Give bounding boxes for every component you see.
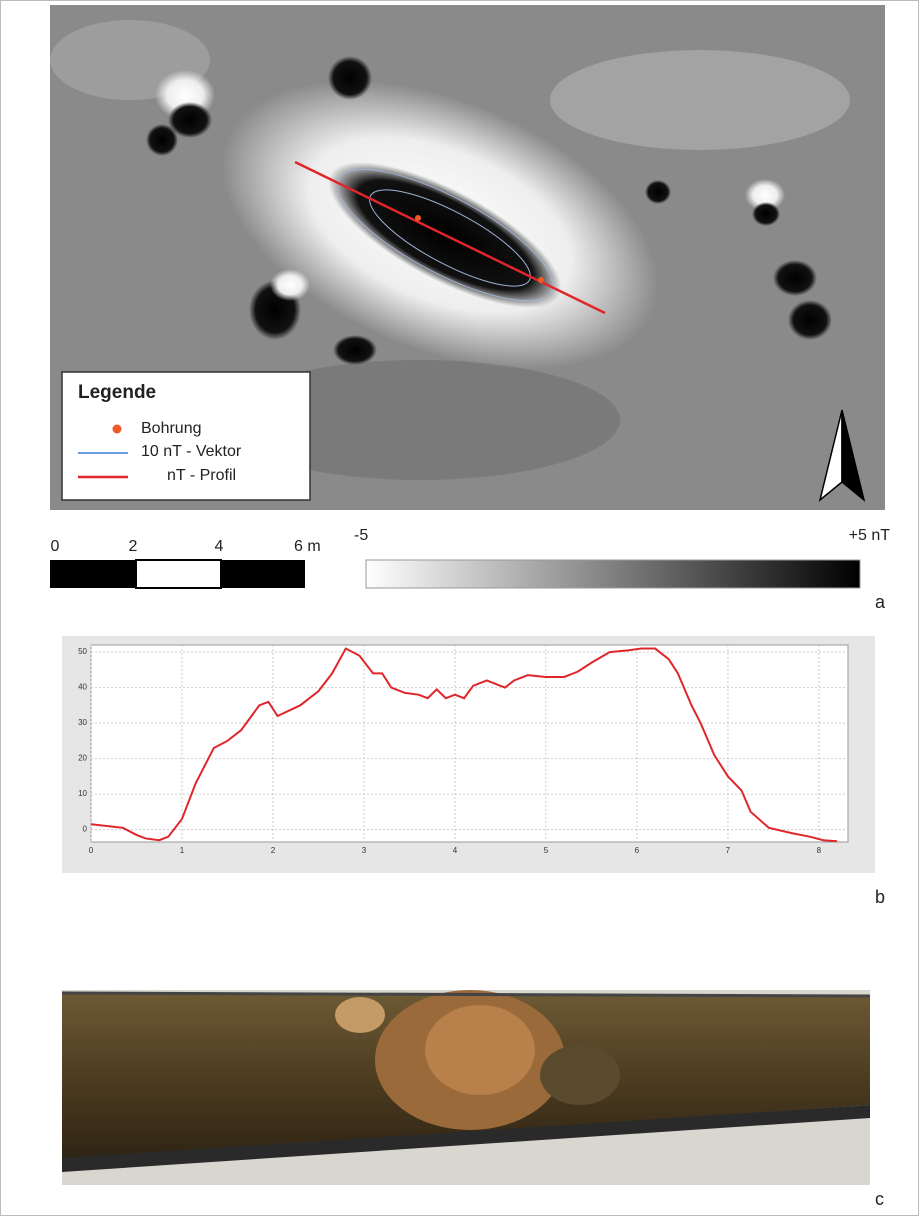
- color-scale-max: +5 nT: [849, 527, 891, 544]
- figure: Legende Bohrung 10 nT - Vektor nT - Prof…: [0, 0, 919, 1216]
- x-tick-label: 1: [180, 846, 185, 855]
- core-photo: [62, 990, 870, 1185]
- y-tick-label: 10: [78, 789, 87, 798]
- legend-item: 10 nT - Vektor: [141, 443, 242, 460]
- scale-label: 6 m: [294, 538, 321, 555]
- panel-label: c: [875, 1189, 884, 1209]
- legend-item: nT - Profil: [167, 467, 236, 484]
- x-tick-label: 5: [544, 846, 549, 855]
- x-tick-label: 7: [726, 846, 731, 855]
- y-tick-label: 40: [78, 683, 87, 692]
- legend-title: Legende: [78, 382, 156, 403]
- y-tick-label: 0: [83, 825, 88, 834]
- y-tick-label: 50: [78, 647, 87, 656]
- x-tick-label: 3: [362, 846, 367, 855]
- x-tick-label: 6: [635, 846, 640, 855]
- legend: Legende Bohrung 10 nT - Vektor nT - Prof…: [62, 372, 310, 500]
- page: { "legend": {"title": "Legende", "items"…: [0, 0, 919, 1216]
- scale-label: 2: [129, 538, 138, 555]
- panel-label: b: [875, 887, 885, 907]
- plot-area: [91, 645, 848, 842]
- y-tick-label: 20: [78, 754, 87, 763]
- color-scale-min: -5: [354, 527, 368, 544]
- x-tick-label: 4: [453, 846, 458, 855]
- x-tick-label: 8: [817, 846, 822, 855]
- panel-label: a: [875, 592, 886, 612]
- x-tick-label: 2: [271, 846, 276, 855]
- y-tick-label: 30: [78, 718, 87, 727]
- legend-item: Bohrung: [141, 420, 202, 437]
- x-tick-label: 0: [89, 846, 94, 855]
- scale-label: 0: [51, 538, 60, 555]
- scale-label: 4: [215, 538, 224, 555]
